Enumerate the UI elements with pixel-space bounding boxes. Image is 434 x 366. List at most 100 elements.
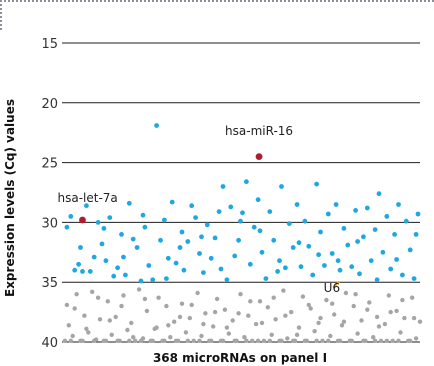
highlight-point: [79, 216, 86, 224]
detected-point: [318, 229, 323, 235]
undetected-point: [82, 313, 87, 318]
detected-point: [394, 257, 399, 262]
detected-point: [310, 272, 316, 278]
undetected-point: [255, 338, 261, 343]
detected-point: [259, 249, 265, 255]
detected-point: [208, 255, 214, 261]
undetected-point: [103, 338, 109, 343]
detected-point: [232, 253, 238, 259]
detected-point: [277, 258, 282, 264]
undetected-point: [372, 338, 378, 343]
undetected-point: [246, 313, 251, 318]
detected-point: [376, 191, 382, 197]
detected-point: [123, 272, 128, 278]
undetected-point: [84, 326, 89, 331]
detected-point: [169, 199, 175, 205]
undetected-point: [125, 327, 130, 333]
undetected-points: [62, 287, 423, 343]
detected-point: [107, 215, 113, 221]
y-tick-labels: 15 20 25 30 35 40: [41, 37, 58, 351]
detected-point: [80, 269, 85, 274]
detected-point: [372, 227, 378, 233]
detected-point: [204, 222, 210, 228]
undetected-point: [230, 318, 235, 323]
undetected-point: [154, 325, 159, 330]
detected-point: [119, 232, 124, 237]
annotation-label: hsa-let-7a: [57, 191, 117, 205]
undetected-point: [113, 314, 118, 320]
undetected-point: [177, 314, 183, 320]
detected-point: [236, 237, 242, 243]
top-dotted-border: [0, 0, 434, 12]
undetected-point: [129, 320, 134, 326]
undetected-point: [257, 299, 263, 304]
detected-points: [64, 123, 421, 284]
detected-point: [78, 245, 83, 250]
undetected-point: [197, 338, 202, 343]
undetected-point: [339, 323, 345, 328]
undetected-point: [90, 289, 95, 294]
undetected-point: [332, 312, 337, 317]
detected-point: [267, 209, 273, 215]
detected-point: [337, 267, 343, 273]
detected-point: [411, 276, 417, 281]
detected-point: [345, 242, 351, 248]
detected-point: [68, 214, 74, 219]
detected-point: [87, 269, 93, 274]
undetected-point: [318, 315, 323, 321]
undetected-point: [337, 338, 343, 343]
undetected-point: [238, 292, 243, 297]
undetected-point: [413, 336, 419, 341]
undetected-point: [382, 321, 388, 327]
detected-point: [146, 263, 152, 268]
detected-point: [325, 211, 331, 217]
undetected-point: [220, 338, 226, 343]
undetected-point: [279, 338, 284, 343]
undetected-point: [95, 295, 101, 300]
undetected-point: [70, 333, 75, 339]
undetected-point: [316, 320, 321, 326]
detected-point: [415, 211, 421, 217]
detected-point: [164, 276, 169, 281]
undetected-point: [294, 332, 300, 337]
detected-point: [341, 226, 347, 231]
detected-point: [286, 221, 292, 227]
detected-point: [126, 200, 132, 206]
detected-point: [322, 263, 327, 268]
detected-point: [220, 184, 226, 189]
undetected-point: [173, 338, 179, 343]
undetected-point: [109, 332, 114, 337]
left-dotted-border: [0, 0, 12, 30]
undetected-point: [324, 297, 329, 303]
undetected-point: [179, 301, 185, 306]
undetected-point: [355, 331, 360, 336]
undetected-point: [119, 303, 124, 309]
undetected-point: [133, 338, 138, 343]
undetected-point: [138, 338, 144, 343]
undetected-point: [291, 338, 296, 343]
y-tick-label: 40: [41, 336, 58, 351]
detected-point: [76, 261, 81, 267]
detected-point: [240, 210, 245, 216]
y-tick-label: 30: [41, 216, 58, 231]
undetected-point: [351, 303, 356, 309]
detected-point: [140, 212, 146, 218]
detected-point: [91, 254, 97, 260]
detected-point: [103, 258, 109, 264]
undetected-point: [289, 309, 294, 315]
undetected-point: [156, 295, 161, 300]
undetected-point: [226, 331, 231, 336]
detected-point: [189, 203, 195, 209]
detected-point: [355, 239, 360, 244]
detected-point: [179, 229, 185, 235]
detected-point: [306, 243, 312, 249]
undetected-point: [308, 306, 313, 311]
y-tick-label: 20: [41, 97, 58, 112]
undetected-point: [236, 311, 241, 316]
undetected-point: [183, 330, 189, 335]
undetected-point: [394, 308, 399, 314]
undetected-point: [384, 338, 389, 343]
detected-point: [130, 236, 136, 242]
detected-point: [212, 235, 218, 241]
